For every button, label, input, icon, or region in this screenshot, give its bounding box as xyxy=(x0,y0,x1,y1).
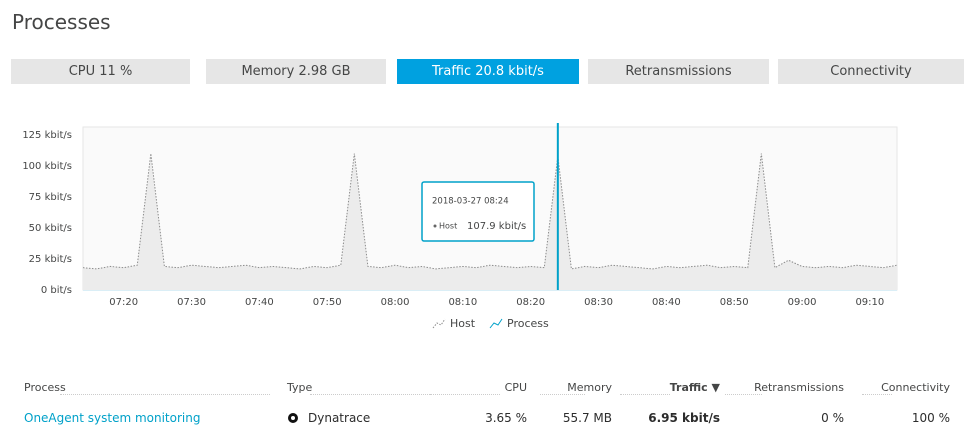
legend-item[interactable]: Host xyxy=(432,317,476,330)
header-rule xyxy=(310,394,500,395)
legend-swatch xyxy=(432,318,446,329)
x-tick-label: 09:10 xyxy=(855,297,884,308)
tab[interactable]: Memory 2.98 GB xyxy=(206,59,386,84)
x-tick-label: 08:40 xyxy=(652,297,681,308)
tooltip-marker xyxy=(433,224,437,228)
tab[interactable]: Retransmissions xyxy=(588,59,769,84)
process-link[interactable]: OneAgent system monitoring xyxy=(24,411,201,425)
cell: 55.7 MB xyxy=(562,411,612,425)
series-area xyxy=(83,153,897,290)
cell: 100 % xyxy=(911,411,950,425)
tooltip-series: Host xyxy=(439,222,457,231)
tooltip-box xyxy=(421,181,535,242)
column-header[interactable]: Connectivity xyxy=(881,381,950,394)
tab[interactable]: Traffic 20.8 kbit/s xyxy=(397,59,579,84)
header-rule xyxy=(540,394,585,395)
x-tick-label: 08:00 xyxy=(381,297,410,308)
column-header[interactable]: Traffic ▼ xyxy=(669,381,720,394)
y-tick-label: 25 kbit/s xyxy=(29,254,72,265)
x-tick-label: 07:30 xyxy=(177,297,206,308)
tab[interactable]: Connectivity xyxy=(778,59,964,84)
x-tick-label: 07:40 xyxy=(245,297,274,308)
legend-item[interactable]: Process xyxy=(489,317,549,330)
x-tick-label: 09:00 xyxy=(788,297,817,308)
header-rule xyxy=(60,394,270,395)
cell: 6.95 kbit/s xyxy=(648,411,720,425)
page-title: Processes xyxy=(12,10,111,34)
column-header[interactable]: Retransmissions xyxy=(754,381,844,394)
x-tick-label: 07:50 xyxy=(313,297,342,308)
tooltip-title: 2018-03-27 08:24 xyxy=(432,197,509,207)
x-tick-label: 08:20 xyxy=(516,297,545,308)
column-header[interactable]: Memory xyxy=(567,381,612,394)
cell: 3.65 % xyxy=(485,411,527,425)
y-tick-label: 125 kbit/s xyxy=(22,130,72,141)
tab[interactable]: CPU 11 % xyxy=(11,59,190,84)
cell: 0 % xyxy=(821,411,844,425)
y-tick-label: 50 kbit/s xyxy=(29,223,72,234)
header-rule xyxy=(862,394,892,395)
column-header[interactable]: Process xyxy=(24,381,66,394)
series-line xyxy=(82,153,898,270)
type-icon xyxy=(288,413,298,423)
column-header[interactable]: Type xyxy=(287,381,313,394)
x-tick-label: 08:10 xyxy=(448,297,477,308)
tooltip-value: 107.9 kbit/s xyxy=(467,221,526,232)
column-header[interactable]: CPU xyxy=(504,381,527,394)
y-tick-label: 75 kbit/s xyxy=(29,192,72,203)
x-tick-label: 08:50 xyxy=(720,297,749,308)
header-rule xyxy=(620,394,670,395)
legend-label: Host xyxy=(450,317,476,330)
legend-swatch xyxy=(489,318,503,329)
y-tick-label: 0 bit/s xyxy=(41,285,72,296)
x-tick-label: 07:20 xyxy=(109,297,138,308)
cell: Dynatrace xyxy=(308,411,371,425)
y-tick-label: 100 kbit/s xyxy=(22,161,72,172)
header-rule xyxy=(430,394,500,395)
legend-label: Process xyxy=(507,317,549,330)
header-rule xyxy=(725,394,762,395)
x-tick-label: 08:30 xyxy=(584,297,613,308)
